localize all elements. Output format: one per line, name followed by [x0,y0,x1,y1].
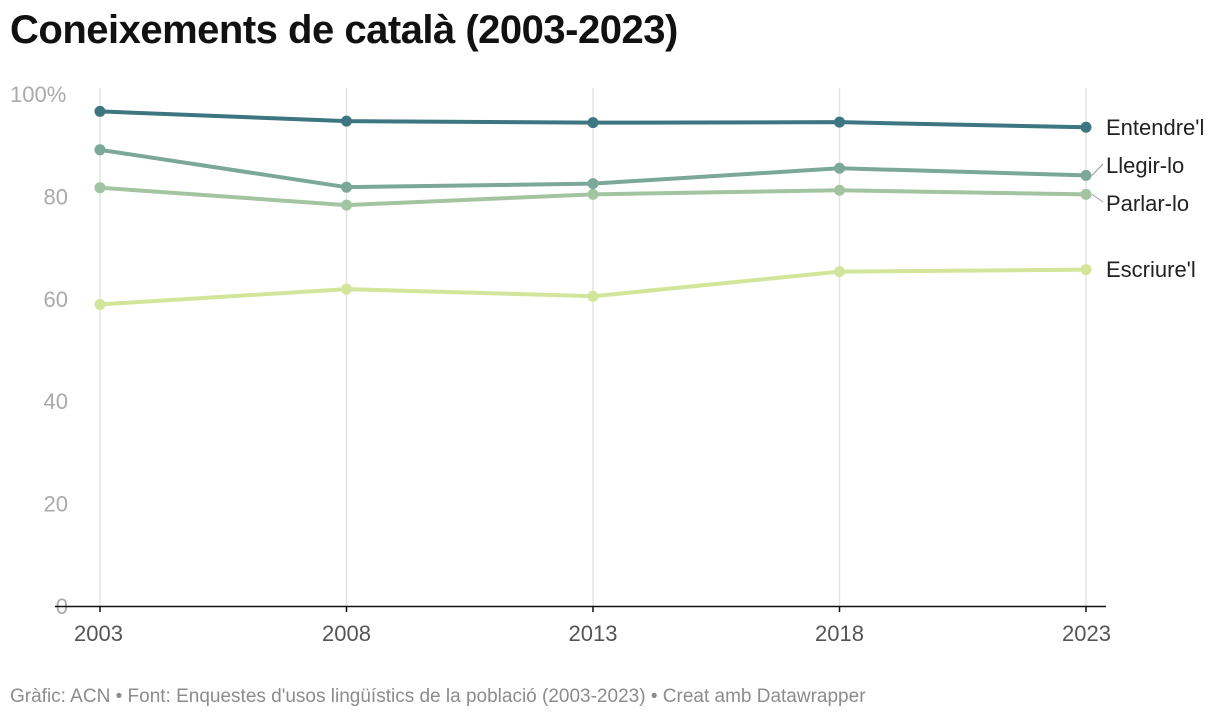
x-axis: 2003 2008 2013 2018 2023 [74,606,1111,646]
data-point [587,117,599,129]
label-connector [1091,163,1104,176]
vertical-gridlines [99,88,1087,606]
data-point [1080,264,1092,276]
series-labels: Entendre'l Llegir-lo Parlar-lo Escriure'l [1091,115,1204,282]
data-point [834,162,845,174]
data-point [834,116,845,128]
data-point [587,178,599,190]
series-label: Llegir-lo [1106,153,1184,178]
data-point [341,283,352,295]
data-point [1080,188,1092,200]
footer-separator: • [650,686,658,707]
data-point [341,181,352,193]
y-tick-label: 40 [44,389,68,414]
data-point [1080,169,1092,181]
series-label: Escriure'l [1106,257,1196,282]
data-point [834,184,845,196]
data-point [341,115,352,127]
footer-separator: • [115,686,123,707]
x-tick-label: 2018 [815,621,864,646]
series-lines [94,105,1092,310]
y-tick-label: 100% [10,82,66,107]
footer-credit: Gràfic: ACN [10,686,111,707]
data-point [587,188,599,200]
series-label: Entendre'l [1106,115,1204,140]
x-tick-label: 2013 [569,621,618,646]
x-tick-label: 2003 [74,621,123,646]
footer-tool: Creat amb Datawrapper [662,686,866,707]
data-point [94,298,106,310]
y-tick-label: 20 [44,492,68,517]
data-point [341,199,352,211]
data-point [587,290,599,302]
x-tick-label: 2023 [1062,621,1111,646]
y-tick-label: 80 [44,184,68,209]
data-point [834,266,845,278]
chart-title: Coneixements de català (2003-2023) [10,8,678,52]
footer: Gràfic: ACN • Font: Enquestes d'usos lin… [10,686,866,708]
x-tick-label: 2008 [322,621,371,646]
label-connector [1091,193,1104,203]
series-label: Parlar-lo [1106,191,1189,216]
data-point [94,144,106,156]
data-point [94,105,106,117]
data-point [1080,121,1092,133]
y-tick-label: 60 [44,287,68,312]
data-point [94,182,106,194]
footer-source: Font: Enquestes d'usos lingüístics de la… [127,686,646,707]
